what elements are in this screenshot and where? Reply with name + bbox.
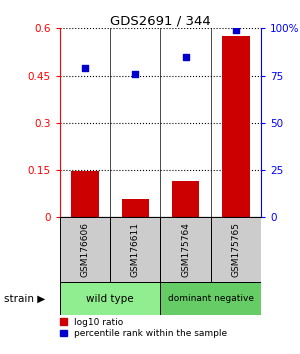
Bar (71, 171, 99, 217)
Text: dominant negative: dominant negative (168, 294, 254, 303)
Text: strain ▶: strain ▶ (4, 294, 45, 304)
Legend: log10 ratio, percentile rank within the sample: log10 ratio, percentile rank within the … (61, 318, 227, 338)
Bar (122, 199, 149, 217)
Bar (160, 217, 211, 282)
Text: GSM176611: GSM176611 (131, 222, 140, 278)
Point (83, 65, 88, 71)
Bar (60, 217, 110, 282)
Bar (60, 282, 160, 315)
Point (133, 71, 138, 76)
Point (233, 27, 238, 33)
Text: GSM175764: GSM175764 (181, 223, 190, 278)
Bar (110, 217, 160, 282)
Text: wild type: wild type (86, 294, 134, 304)
Bar (172, 181, 200, 217)
Title: GDS2691 / 344: GDS2691 / 344 (110, 14, 211, 27)
Point (183, 54, 188, 59)
Text: GSM175765: GSM175765 (231, 222, 240, 278)
Bar (160, 282, 261, 315)
Bar (222, 36, 250, 217)
Bar (211, 217, 261, 282)
Text: GSM176606: GSM176606 (81, 222, 90, 278)
